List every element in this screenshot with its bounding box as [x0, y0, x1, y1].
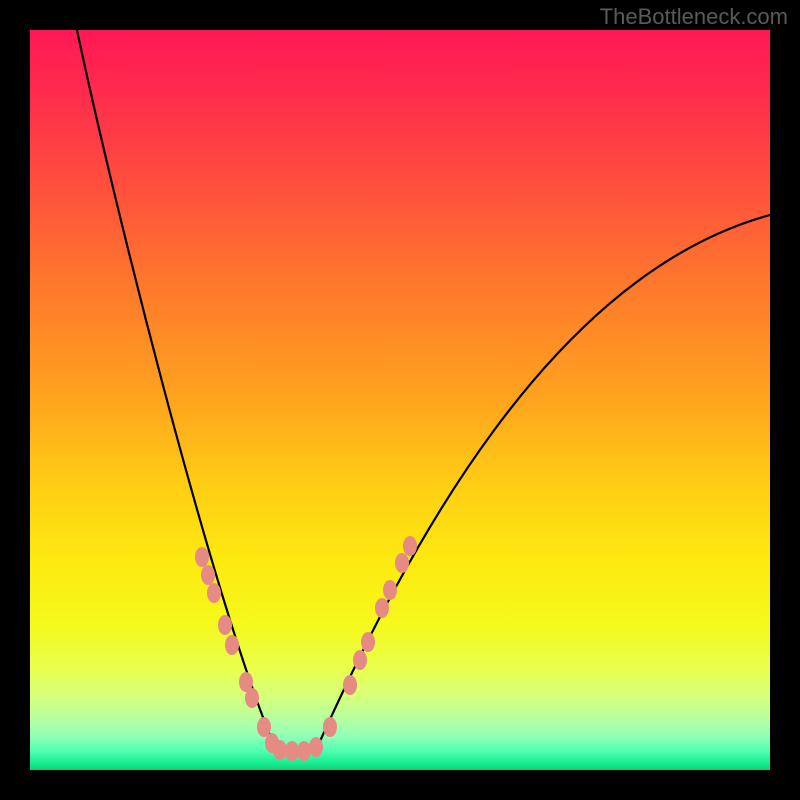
marker-point	[309, 737, 323, 757]
marker-point	[245, 688, 259, 708]
marker-point	[353, 650, 367, 670]
marker-point	[297, 741, 311, 761]
chart-plot-area	[30, 30, 770, 770]
marker-point	[375, 598, 389, 618]
marker-point	[225, 635, 239, 655]
marker-point	[383, 580, 397, 600]
curve-markers	[195, 536, 417, 761]
bottleneck-curve	[77, 30, 770, 750]
marker-point	[201, 565, 215, 585]
chart-curve-layer	[30, 30, 770, 770]
marker-point	[343, 675, 357, 695]
marker-point	[207, 583, 221, 603]
marker-point	[395, 553, 409, 573]
marker-point	[403, 536, 417, 556]
watermark-text: TheBottleneck.com	[600, 4, 788, 30]
marker-point	[257, 717, 271, 737]
marker-point	[273, 740, 287, 760]
marker-point	[361, 632, 375, 652]
marker-point	[285, 741, 299, 761]
marker-point	[218, 615, 232, 635]
marker-point	[195, 547, 209, 567]
marker-point	[323, 717, 337, 737]
